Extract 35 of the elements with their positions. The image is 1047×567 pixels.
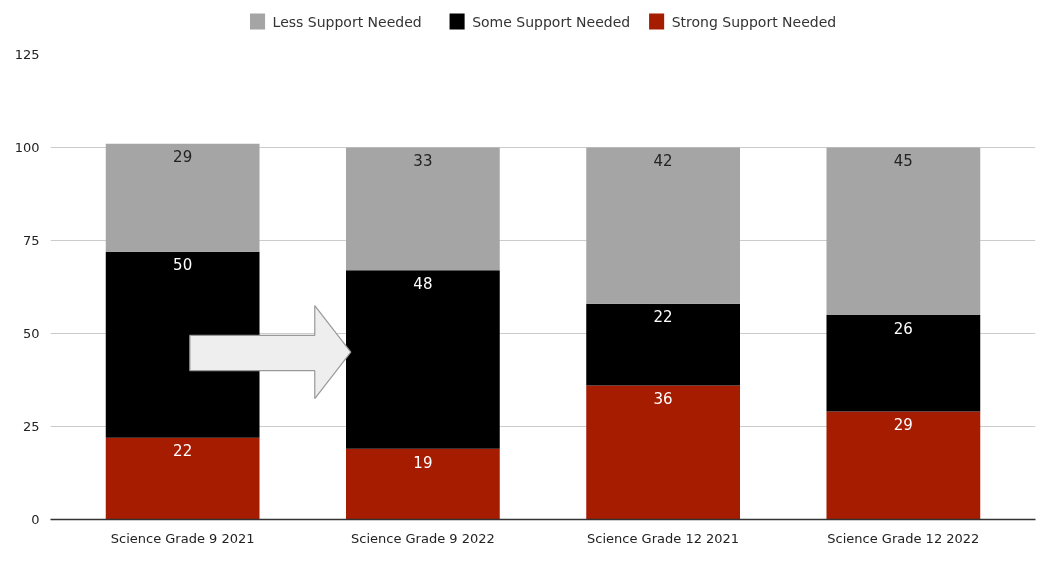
legend-label: Some Support Needed <box>472 13 631 30</box>
bar <box>105 437 260 520</box>
bar <box>586 147 740 304</box>
data-label: 36 <box>653 390 673 409</box>
y-tick-label: 125 <box>14 47 40 62</box>
x-tick-label: Science Grade 12 2021 <box>587 530 740 546</box>
bar <box>346 448 500 520</box>
bar <box>586 385 740 520</box>
x-tick-label: Science Grade 12 2022 <box>827 530 980 546</box>
data-label: 48 <box>413 274 433 293</box>
bar <box>826 411 981 520</box>
x-tick-label: Science Grade 9 2021 <box>110 530 255 546</box>
y-tick-label: 25 <box>22 419 40 434</box>
data-label: 29 <box>173 148 193 167</box>
legend-label: Strong Support Needed <box>671 13 837 30</box>
bar <box>826 147 981 315</box>
bar <box>105 143 260 252</box>
bar <box>346 147 500 271</box>
data-label: 22 <box>653 308 673 327</box>
legend-label: Less Support Needed <box>272 13 422 30</box>
bar <box>586 303 740 386</box>
data-label: 33 <box>413 152 433 171</box>
data-label: 22 <box>173 442 193 461</box>
y-tick-label: 100 <box>14 140 40 155</box>
y-tick-label: 50 <box>22 326 40 341</box>
data-label: 50 <box>173 256 193 275</box>
y-tick-label: 0 <box>31 512 40 527</box>
data-label: 19 <box>413 453 433 472</box>
x-tick-label: Science Grade 9 2022 <box>350 530 495 546</box>
data-label: 42 <box>653 152 673 171</box>
data-label: 29 <box>893 416 913 435</box>
bar <box>826 314 981 412</box>
data-label: 45 <box>893 152 913 171</box>
y-tick-label: 75 <box>22 233 40 248</box>
data-label: 26 <box>893 319 913 338</box>
